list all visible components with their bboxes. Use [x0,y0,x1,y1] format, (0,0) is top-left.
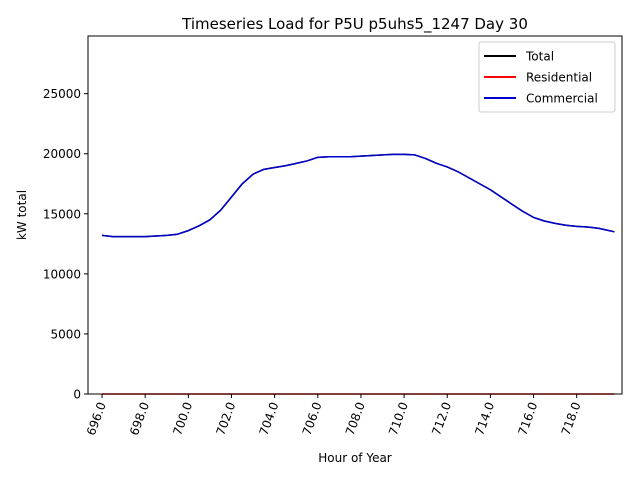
y-tick-label: 20000 [43,147,81,161]
x-tick-label: 708.0 [343,400,368,437]
x-tick-label: 706.0 [300,400,325,437]
x-axis-ticks: 696.0 698.0 700.0 702.0 704.0 706.0 708.0 710.0… [84,394,584,437]
x-tick-label: 710.0 [386,400,411,437]
y-axis-label: kW total [15,190,29,240]
y-tick-label: 15000 [43,207,81,221]
x-tick-label: 700.0 [170,400,195,437]
legend-items: Total Residential Commercial [484,50,598,106]
y-tick-label: 10000 [43,267,81,281]
legend-label-residential: Residential [526,71,592,85]
y-tick-label: 5000 [50,327,81,341]
legend-label-commercial: Commercial [526,92,598,106]
x-tick-label: 718.0 [559,400,584,437]
plot-frame [87,35,623,395]
x-tick-label: 712.0 [429,400,454,437]
y-tick-label: 0 [73,388,81,402]
legend: Total Residential Commercial [478,41,616,113]
x-tick-label: 704.0 [257,400,282,437]
x-tick-label: 698.0 [127,400,152,437]
x-tick-label: 714.0 [472,400,497,437]
x-tick-label: 702.0 [213,400,238,437]
chart-title: Timeseries Load for P5U p5uhs5_1247 Day … [181,15,528,34]
y-axis-ticks: 0 5000 10000 15000 20000 25000 [43,87,88,402]
x-axis-label: Hour of Year [318,451,392,465]
x-tick-label: 716.0 [515,400,540,437]
legend-label-total: Total [525,50,554,64]
legend-box [478,41,616,113]
series-line-commercial [101,153,615,238]
y-tick-label: 25000 [43,87,81,101]
x-tick-label: 696.0 [84,400,109,437]
